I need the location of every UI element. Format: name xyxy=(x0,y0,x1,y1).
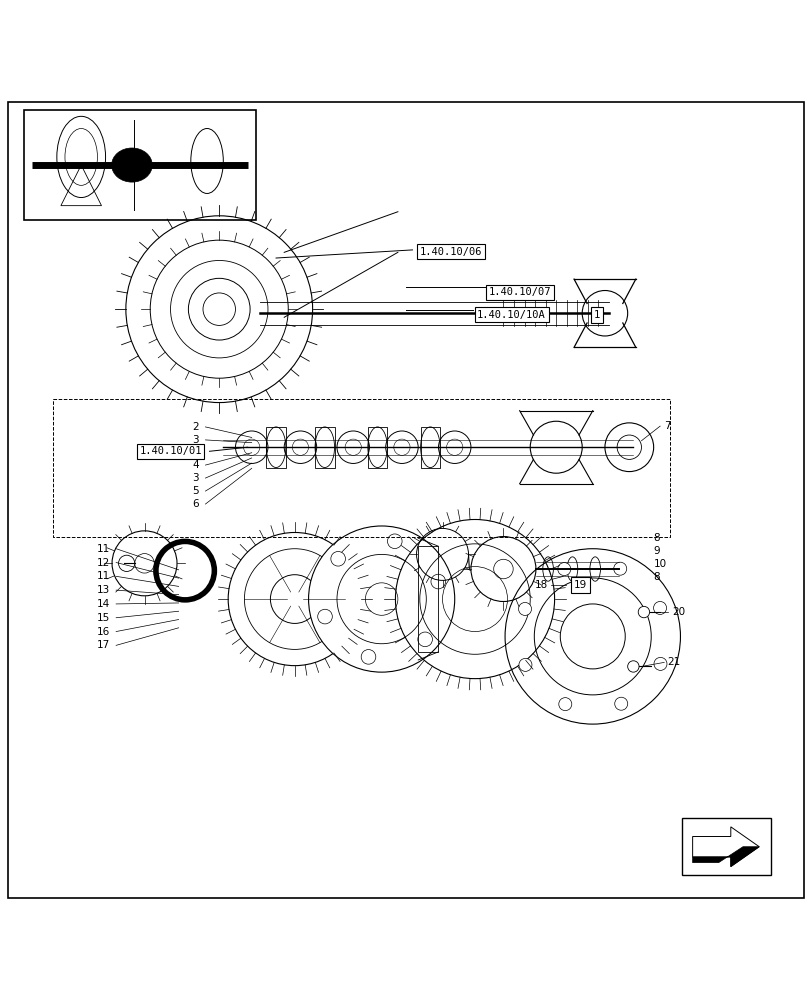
Text: 1.40.10/06: 1.40.10/06 xyxy=(419,247,481,257)
Text: 1.40.10/10A: 1.40.10/10A xyxy=(477,310,545,320)
Text: 1: 1 xyxy=(593,310,599,320)
Text: 16: 16 xyxy=(97,627,109,637)
Bar xyxy=(266,427,285,468)
Text: 15: 15 xyxy=(97,613,109,623)
Bar xyxy=(367,427,387,468)
Circle shape xyxy=(653,601,666,614)
Circle shape xyxy=(558,698,571,711)
Text: 4: 4 xyxy=(192,460,199,470)
Circle shape xyxy=(330,551,345,566)
Circle shape xyxy=(387,534,401,549)
Text: 10: 10 xyxy=(653,559,666,569)
Text: 12: 12 xyxy=(97,558,109,568)
Circle shape xyxy=(614,697,627,710)
Text: 19: 19 xyxy=(573,580,586,590)
Circle shape xyxy=(418,632,432,647)
Circle shape xyxy=(203,293,235,325)
Circle shape xyxy=(431,574,445,589)
Text: 7: 7 xyxy=(663,421,670,431)
Circle shape xyxy=(270,575,319,623)
Text: 13: 13 xyxy=(97,585,109,595)
Text: 1.40.10/01: 1.40.10/01 xyxy=(139,446,201,456)
Circle shape xyxy=(557,563,570,576)
Text: 3: 3 xyxy=(192,435,199,445)
Text: 14: 14 xyxy=(97,599,109,609)
Text: 3: 3 xyxy=(192,473,199,483)
Text: 11: 11 xyxy=(97,544,109,554)
Text: 5: 5 xyxy=(192,486,199,496)
Text: 21: 21 xyxy=(667,657,680,667)
Text: 18: 18 xyxy=(534,580,547,590)
Text: 8: 8 xyxy=(653,533,659,543)
Bar xyxy=(315,427,334,468)
Circle shape xyxy=(653,657,666,670)
Circle shape xyxy=(308,526,454,672)
Circle shape xyxy=(361,650,375,664)
Circle shape xyxy=(317,609,332,624)
Circle shape xyxy=(613,562,626,575)
Circle shape xyxy=(518,658,531,671)
FancyBboxPatch shape xyxy=(24,110,255,220)
Bar xyxy=(418,546,438,652)
Circle shape xyxy=(188,278,250,340)
Text: 9: 9 xyxy=(653,546,659,556)
Text: 6: 6 xyxy=(192,499,199,509)
Circle shape xyxy=(560,604,624,669)
Text: 11: 11 xyxy=(97,571,109,581)
Ellipse shape xyxy=(111,148,152,182)
Circle shape xyxy=(518,602,531,615)
Text: 20: 20 xyxy=(672,607,684,617)
Circle shape xyxy=(627,661,638,672)
Polygon shape xyxy=(692,827,758,867)
Circle shape xyxy=(637,606,649,618)
Bar xyxy=(420,427,440,468)
Text: 1.40.10/07: 1.40.10/07 xyxy=(488,287,550,297)
FancyBboxPatch shape xyxy=(681,818,770,875)
Text: 8: 8 xyxy=(653,572,659,582)
Polygon shape xyxy=(692,847,758,867)
FancyBboxPatch shape xyxy=(8,102,803,898)
Text: 17: 17 xyxy=(97,640,109,650)
Text: 2: 2 xyxy=(192,422,199,432)
